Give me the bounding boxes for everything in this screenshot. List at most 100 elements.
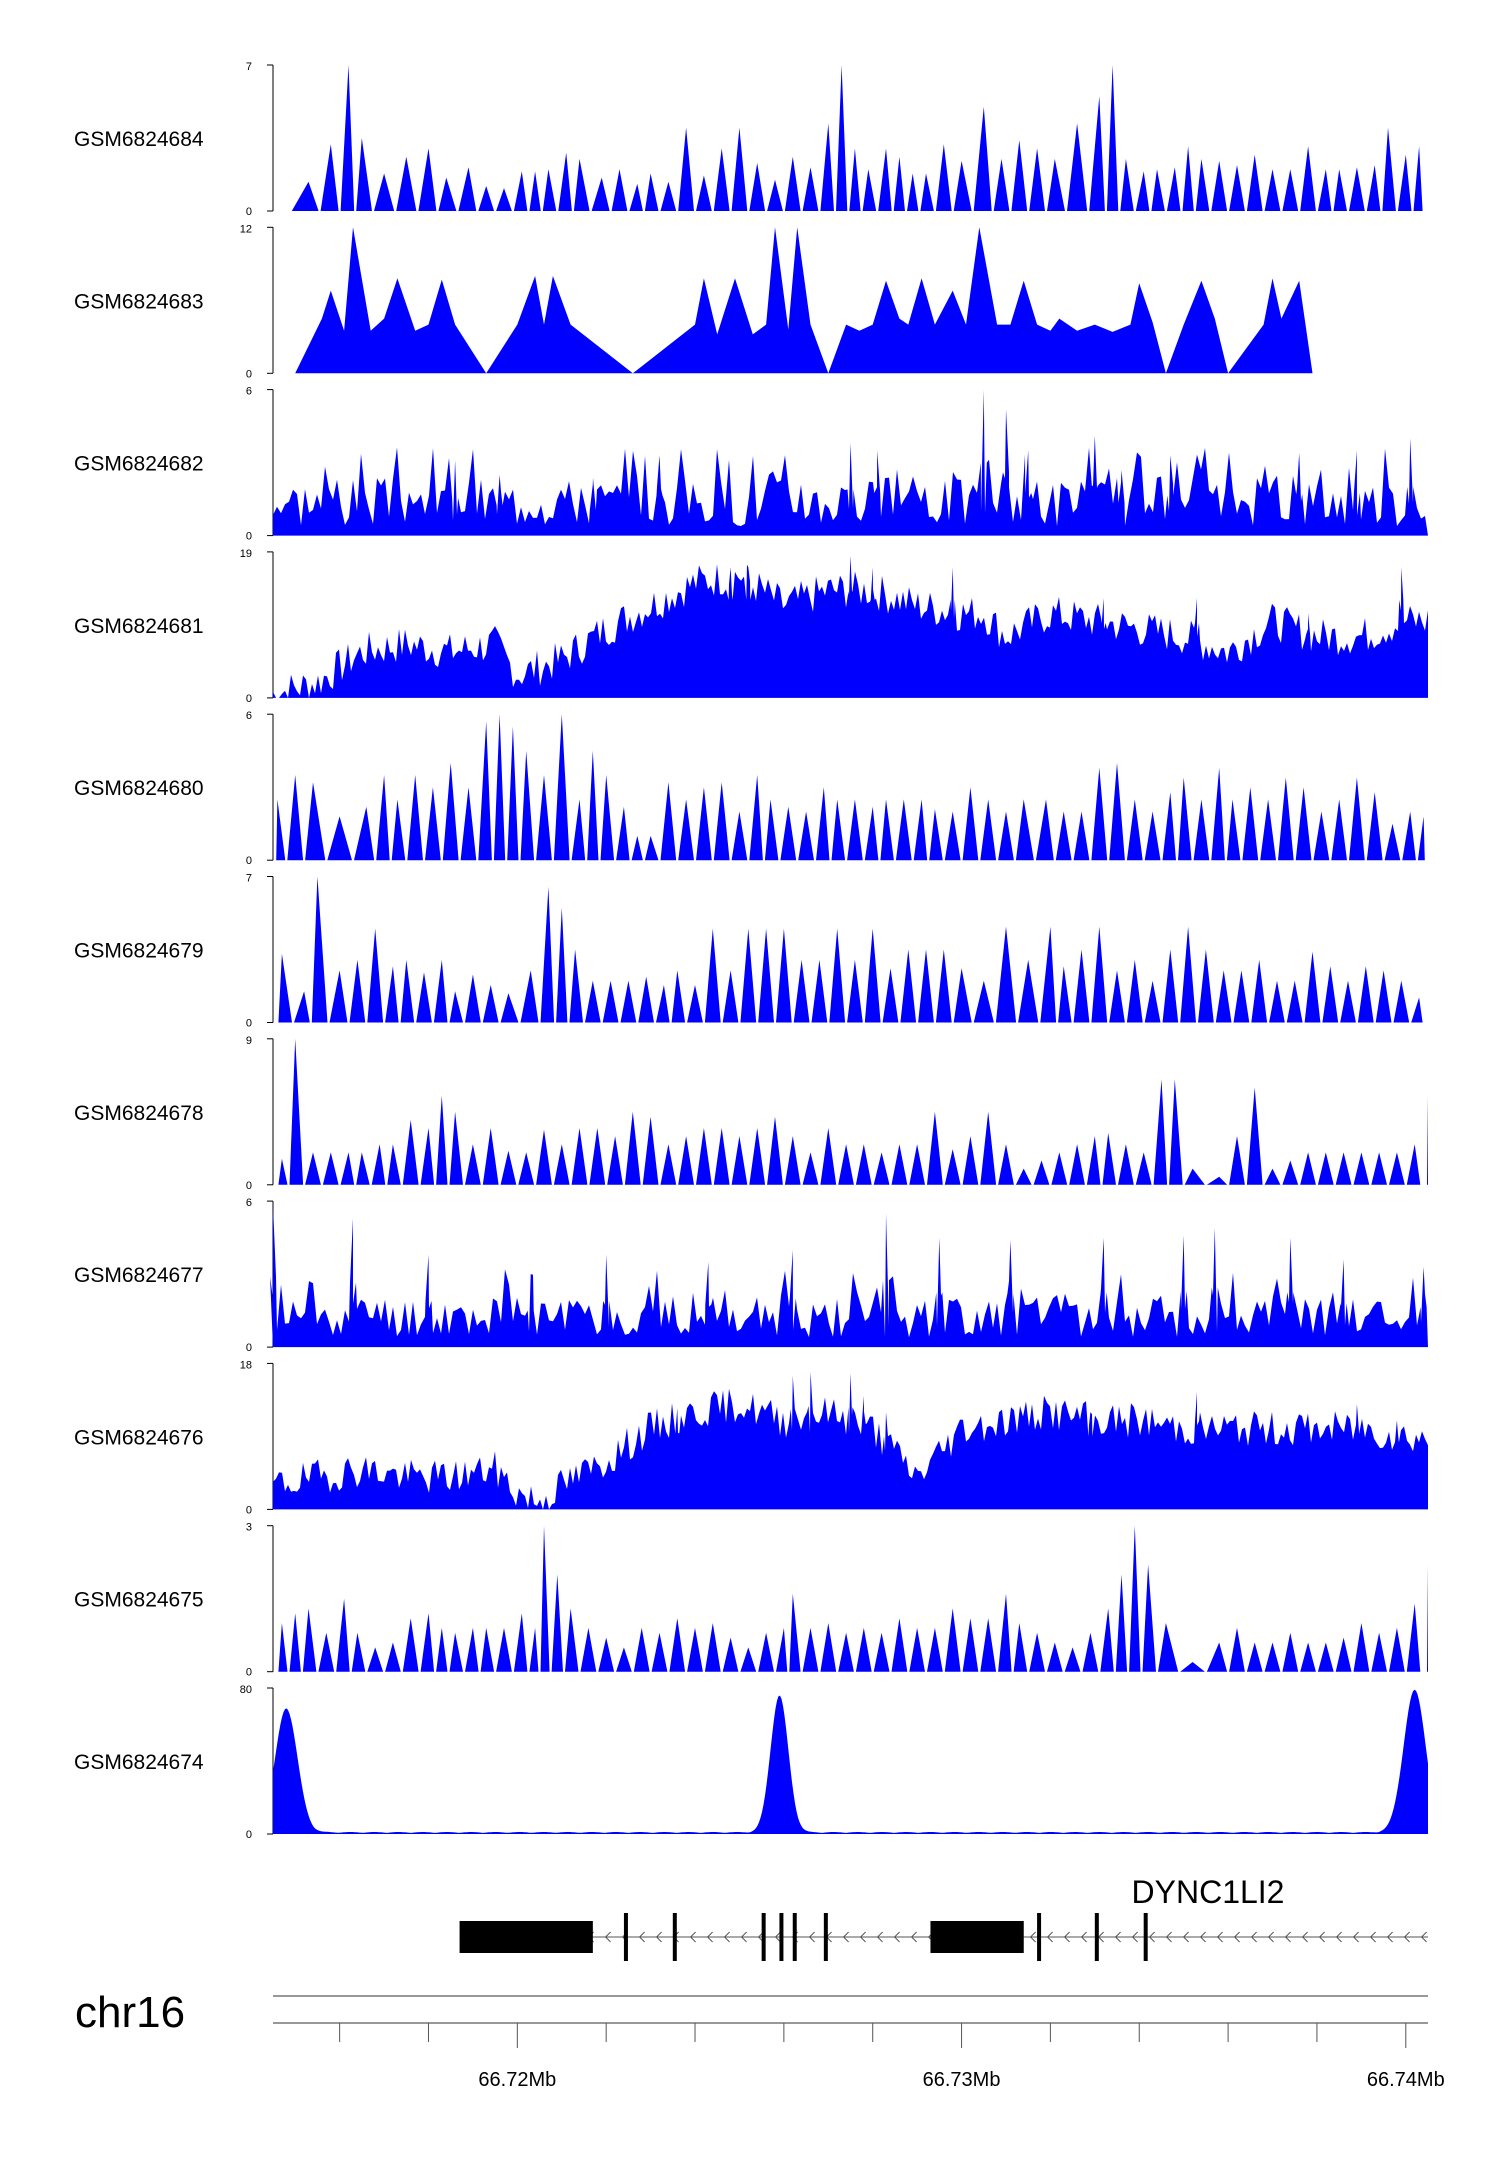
y-min-label: 0 bbox=[246, 1504, 252, 1516]
strand-arrow bbox=[774, 1931, 781, 1943]
y-max-label: 19 bbox=[240, 548, 252, 560]
strand-arrow bbox=[1199, 1931, 1206, 1943]
strand-arrow bbox=[604, 1931, 611, 1943]
track: GSM6824683 12 0 bbox=[74, 223, 1428, 380]
coverage-area bbox=[273, 65, 1428, 211]
y-max-label: 9 bbox=[246, 1035, 252, 1047]
track-label: GSM6824684 bbox=[74, 128, 204, 151]
track-label: GSM6824675 bbox=[74, 1589, 204, 1612]
strand-arrow bbox=[1114, 1931, 1121, 1943]
coverage-area bbox=[273, 555, 1428, 698]
strand-arrow bbox=[1063, 1931, 1070, 1943]
coverage-area bbox=[273, 227, 1428, 374]
strand-arrow bbox=[893, 1931, 900, 1943]
strand-arrow bbox=[1233, 1931, 1240, 1943]
y-max-label: 7 bbox=[246, 873, 252, 885]
strand-arrow bbox=[740, 1931, 747, 1943]
strand-arrow bbox=[1080, 1931, 1087, 1943]
strand-arrow bbox=[1403, 1931, 1410, 1943]
coverage-area bbox=[273, 1038, 1428, 1185]
track: GSM6824675 3 0 bbox=[74, 1522, 1428, 1679]
x-tick-label: 66.74Mb bbox=[1367, 2069, 1445, 2091]
x-tick-label: 66.72Mb bbox=[478, 2069, 556, 2091]
y-max-label: 6 bbox=[246, 710, 252, 722]
coverage-area bbox=[273, 876, 1428, 1023]
strand-arrow bbox=[1318, 1931, 1325, 1943]
strand-arrow bbox=[1386, 1931, 1393, 1943]
strand-arrow bbox=[1165, 1931, 1172, 1943]
strand-arrow bbox=[638, 1931, 645, 1943]
strand-arrow bbox=[1369, 1931, 1376, 1943]
strand-arrow bbox=[723, 1931, 730, 1943]
track: GSM6824674 80 0 bbox=[74, 1684, 1428, 1841]
y-min-label: 0 bbox=[246, 1829, 252, 1841]
track-label: GSM6824680 bbox=[74, 777, 204, 800]
strand-arrow bbox=[842, 1931, 849, 1943]
strand-arrow bbox=[1335, 1931, 1342, 1943]
strand-arrow bbox=[1420, 1931, 1427, 1943]
coverage-area bbox=[273, 1525, 1428, 1672]
chromosome-label: chr16 bbox=[75, 1988, 185, 2037]
y-min-label: 0 bbox=[246, 531, 252, 543]
coverage-area bbox=[273, 1371, 1428, 1510]
track-label: GSM6824679 bbox=[74, 940, 204, 963]
track: GSM6824681 19 0 bbox=[74, 548, 1428, 705]
strand-arrow bbox=[1148, 1931, 1155, 1943]
strand-arrow bbox=[1216, 1931, 1223, 1943]
y-min-label: 0 bbox=[246, 855, 252, 867]
strand-arrow bbox=[876, 1931, 883, 1943]
track: GSM6824677 6 0 bbox=[74, 1197, 1428, 1354]
y-max-label: 18 bbox=[240, 1359, 252, 1371]
strand-arrow bbox=[1301, 1931, 1308, 1943]
gene-annotation-track: DYNC1LI2 bbox=[459, 1874, 1428, 1961]
track: GSM6824682 6 0 bbox=[74, 386, 1428, 543]
exon bbox=[792, 1913, 797, 1961]
strand-arrow bbox=[1284, 1931, 1291, 1943]
track-label: GSM6824683 bbox=[74, 290, 204, 313]
strand-arrow bbox=[1182, 1931, 1189, 1943]
track: GSM6824680 6 0 bbox=[74, 710, 1428, 867]
track: GSM6824676 18 0 bbox=[74, 1359, 1428, 1516]
y-min-label: 0 bbox=[246, 693, 252, 705]
track-label: GSM6824677 bbox=[74, 1264, 204, 1287]
track-label: GSM6824681 bbox=[74, 615, 204, 638]
y-min-label: 0 bbox=[246, 1180, 252, 1192]
strand-arrow bbox=[689, 1931, 696, 1943]
strand-arrow bbox=[859, 1931, 866, 1943]
strand-arrow bbox=[808, 1931, 815, 1943]
strand-arrow bbox=[655, 1931, 662, 1943]
exon bbox=[823, 1913, 828, 1961]
strand-arrow bbox=[1131, 1931, 1138, 1943]
track-label: GSM6824678 bbox=[74, 1102, 204, 1125]
y-max-label: 80 bbox=[240, 1684, 252, 1696]
coverage-area bbox=[273, 714, 1428, 861]
exon bbox=[779, 1913, 784, 1961]
y-min-label: 0 bbox=[246, 1342, 252, 1354]
strand-arrow bbox=[1250, 1931, 1257, 1943]
genome-axis: chr16 66.72Mb 66.73Mb 66.74Mb bbox=[75, 1988, 1445, 2091]
exon bbox=[1094, 1913, 1099, 1961]
strand-arrow bbox=[910, 1931, 917, 1943]
y-min-label: 0 bbox=[246, 1667, 252, 1679]
coverage-tracks: GSM682468470GSM6824683120GSM682468260GSM… bbox=[74, 61, 1428, 1841]
exon bbox=[623, 1913, 628, 1961]
exon bbox=[761, 1913, 766, 1961]
track: GSM6824678 9 0 bbox=[74, 1035, 1428, 1192]
exon bbox=[672, 1913, 677, 1961]
y-min-label: 0 bbox=[246, 1018, 252, 1030]
exon bbox=[930, 1921, 1024, 1953]
y-max-label: 12 bbox=[240, 223, 252, 235]
y-max-label: 7 bbox=[246, 61, 252, 73]
gene-name-label: DYNC1LI2 bbox=[1132, 1874, 1285, 1910]
track-label: GSM6824682 bbox=[74, 453, 204, 476]
strand-arrow bbox=[1352, 1931, 1359, 1943]
y-min-label: 0 bbox=[246, 206, 252, 218]
coverage-area bbox=[273, 1689, 1428, 1834]
x-tick-label: 66.73Mb bbox=[923, 2069, 1001, 2091]
track: GSM6824679 7 0 bbox=[74, 873, 1428, 1030]
coverage-area bbox=[270, 1206, 1428, 1348]
strand-arrow bbox=[1029, 1931, 1036, 1943]
strand-arrow bbox=[706, 1931, 713, 1943]
exon bbox=[459, 1921, 593, 1953]
